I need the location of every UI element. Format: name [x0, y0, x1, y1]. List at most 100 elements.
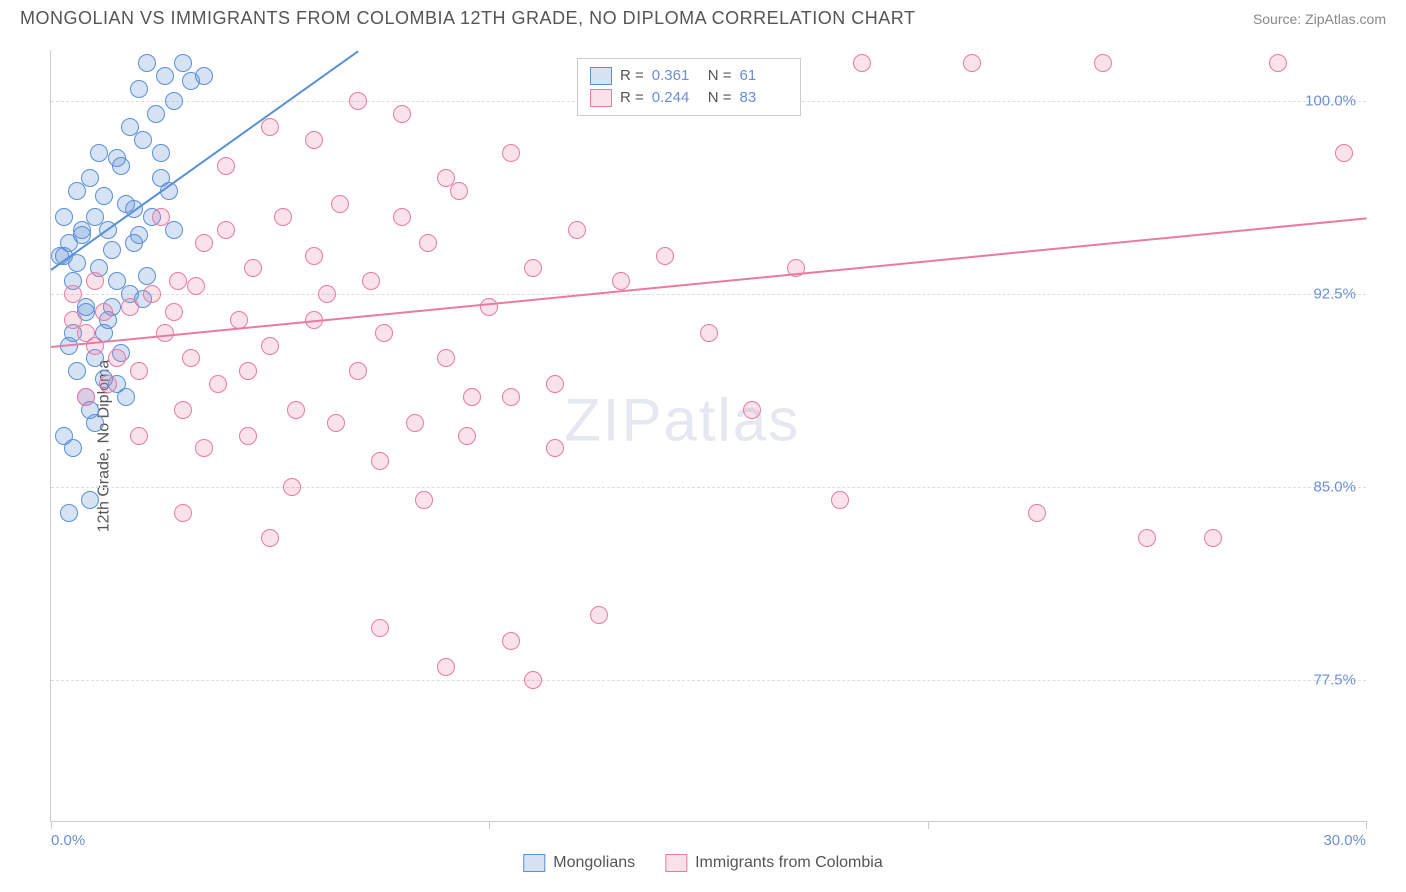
scatter-point [195, 439, 213, 457]
scatter-point [182, 349, 200, 367]
scatter-point [169, 272, 187, 290]
r-value: 0.361 [652, 67, 700, 84]
scatter-point [138, 267, 156, 285]
scatter-point [156, 324, 174, 342]
scatter-point [327, 414, 345, 432]
scatter-point [331, 195, 349, 213]
scatter-point [261, 337, 279, 355]
scatter-point [174, 401, 192, 419]
scatter-point [546, 439, 564, 457]
legend-item: Immigrants from Colombia [665, 854, 883, 872]
scatter-point [130, 226, 148, 244]
gridline [51, 680, 1366, 681]
source-name: ZipAtlas.com [1305, 11, 1386, 27]
scatter-point [1094, 54, 1112, 72]
legend-row: R =0.361N =61 [590, 65, 788, 87]
scatter-point [371, 452, 389, 470]
scatter-point [502, 632, 520, 650]
gridline [51, 294, 1366, 295]
scatter-point [130, 80, 148, 98]
y-tick-label: 92.5% [1313, 286, 1356, 303]
scatter-point [209, 375, 227, 393]
scatter-point [450, 182, 468, 200]
r-value: 0.244 [652, 89, 700, 106]
scatter-point [375, 324, 393, 342]
scatter-point [90, 144, 108, 162]
scatter-point [656, 247, 674, 265]
legend-bottom: Mongolians Immigrants from Colombia [523, 854, 882, 872]
scatter-point [55, 208, 73, 226]
r-label: R = [620, 67, 644, 84]
scatter-point [134, 131, 152, 149]
scatter-point [95, 187, 113, 205]
x-tick-label: 0.0% [51, 832, 85, 849]
r-label: R = [620, 89, 644, 106]
source-label: Source: [1253, 11, 1305, 27]
scatter-point [81, 491, 99, 509]
legend-swatch [665, 854, 687, 872]
scatter-point [283, 478, 301, 496]
scatter-point [524, 259, 542, 277]
scatter-point [700, 324, 718, 342]
scatter-point [121, 298, 139, 316]
scatter-point [371, 619, 389, 637]
scatter-point [480, 298, 498, 316]
scatter-point [1269, 54, 1287, 72]
scatter-point [362, 272, 380, 290]
scatter-point [274, 208, 292, 226]
scatter-point [1204, 529, 1222, 547]
scatter-point [108, 149, 126, 167]
scatter-point [524, 671, 542, 689]
scatter-point [77, 388, 95, 406]
scatter-point [1335, 144, 1353, 162]
legend-swatch [523, 854, 545, 872]
scatter-point [195, 67, 213, 85]
legend-swatch [590, 89, 612, 107]
scatter-point [406, 414, 424, 432]
watermark-bold: ZIP [564, 387, 663, 454]
chart-title: MONGOLIAN VS IMMIGRANTS FROM COLOMBIA 12… [20, 8, 915, 29]
x-tick [1366, 821, 1367, 829]
scatter-point [239, 427, 257, 445]
scatter-point [64, 439, 82, 457]
scatter-chart: ZIPatlas 77.5%85.0%92.5%100.0%0.0%30.0%R… [50, 50, 1366, 822]
scatter-point [152, 144, 170, 162]
scatter-point [437, 169, 455, 187]
scatter-point [349, 92, 367, 110]
gridline [51, 487, 1366, 488]
x-tick [51, 821, 52, 829]
source-attribution: Source: ZipAtlas.com [1253, 11, 1386, 27]
scatter-point [117, 388, 135, 406]
y-tick-label: 100.0% [1305, 93, 1356, 110]
scatter-point [165, 221, 183, 239]
scatter-point [831, 491, 849, 509]
n-label: N = [708, 89, 732, 106]
scatter-point [165, 303, 183, 321]
x-tick [489, 821, 490, 829]
scatter-point [103, 241, 121, 259]
scatter-point [95, 303, 113, 321]
y-tick-label: 77.5% [1313, 671, 1356, 688]
scatter-point [393, 208, 411, 226]
scatter-point [349, 362, 367, 380]
legend-swatch [590, 67, 612, 85]
scatter-point [546, 375, 564, 393]
scatter-point [239, 362, 257, 380]
scatter-point [612, 272, 630, 290]
scatter-point [68, 362, 86, 380]
n-value: 61 [740, 67, 788, 84]
scatter-point [437, 349, 455, 367]
scatter-point [458, 427, 476, 445]
scatter-point [174, 54, 192, 72]
scatter-point [305, 247, 323, 265]
legend-label: Immigrants from Colombia [695, 854, 883, 872]
x-tick [928, 821, 929, 829]
scatter-point [60, 504, 78, 522]
legend-label: Mongolians [553, 854, 635, 872]
scatter-point [156, 67, 174, 85]
scatter-point [152, 208, 170, 226]
scatter-point [419, 234, 437, 252]
scatter-point [138, 54, 156, 72]
scatter-point [1138, 529, 1156, 547]
scatter-point [415, 491, 433, 509]
